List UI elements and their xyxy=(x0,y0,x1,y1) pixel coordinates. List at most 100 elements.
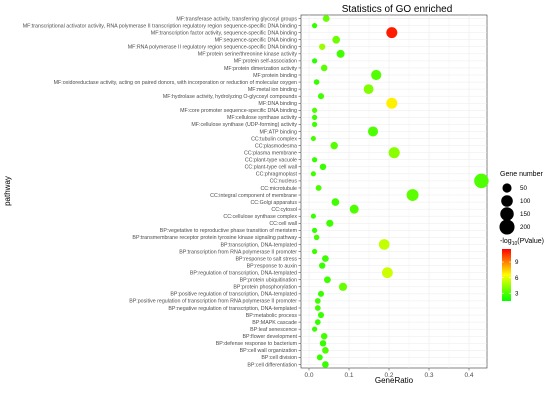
data-point xyxy=(310,171,316,177)
plot-panel xyxy=(300,14,488,369)
size-legend-dot xyxy=(499,219,515,235)
pathway-label: CC:plant-type cell wall xyxy=(245,165,297,171)
pathway-label: MF:protein dimerization activity xyxy=(224,66,297,72)
size-legend-label: 100 xyxy=(520,198,531,205)
data-point xyxy=(331,198,340,206)
data-point xyxy=(336,49,345,58)
size-legend-dot xyxy=(501,195,513,207)
x-tick-label: 0.1 xyxy=(344,372,353,379)
size-legend-title: Gene number xyxy=(500,171,543,178)
x-tick-label: 0.4 xyxy=(464,372,473,379)
pathway-label: CC:Golgi apparatus xyxy=(250,200,297,206)
data-point xyxy=(315,185,322,191)
data-points xyxy=(310,15,489,368)
data-point xyxy=(313,79,320,85)
color-legend: -log10(PValue) 3 6 9 xyxy=(500,238,544,301)
data-point xyxy=(319,262,326,269)
size-legend-dot xyxy=(502,183,512,193)
data-point xyxy=(314,305,321,311)
pathway-label: BP:cell wall organization xyxy=(240,348,297,354)
data-point xyxy=(311,227,318,233)
color-legend-title-suffix: (PValue) xyxy=(517,238,544,245)
data-point xyxy=(314,319,321,325)
pathway-label: BP:transcription, DNA-templated xyxy=(220,242,297,248)
pathway-label: CC:microtubule xyxy=(260,186,297,192)
color-legend-label: 6 xyxy=(515,275,519,282)
pathway-label: CC:nucleus xyxy=(270,179,298,185)
data-point xyxy=(311,58,318,64)
size-legend-label: 50 xyxy=(520,185,527,192)
data-point xyxy=(386,97,398,109)
data-point xyxy=(311,157,318,163)
data-point xyxy=(311,22,318,29)
pathway-label: BP:defense response to bacterium xyxy=(216,341,298,347)
pathway-label: MF:RNA polymerase II regulatory region s… xyxy=(128,45,297,51)
data-point xyxy=(322,15,330,22)
pathway-label: MF:protein self-association xyxy=(234,59,297,65)
data-point xyxy=(316,354,323,361)
pathway-labels: MF:transferase activity, transferring gl… xyxy=(23,16,301,368)
pathway-label: MF:cellulose synthase activity xyxy=(227,115,297,121)
x-axis-title: GeneRatio xyxy=(375,376,414,385)
x-axis-ticks: 0.0 0.1 0.2 0.3 0.4 xyxy=(304,368,474,379)
pathway-label: BP:transcription from RNA polymerase II … xyxy=(179,249,297,255)
pathway-label: BP:protein ubiquitination xyxy=(240,278,297,284)
data-point xyxy=(322,347,329,354)
pathway-label: BP:MAPK cascade xyxy=(252,320,297,326)
data-point xyxy=(332,35,341,44)
data-point xyxy=(311,326,318,332)
pathway-label: CC:phragmoplast xyxy=(256,172,298,178)
pathway-label: BP:response to salt stress xyxy=(235,256,297,262)
size-legend-label: 200 xyxy=(520,224,531,231)
size-legend-label: 150 xyxy=(520,211,531,218)
pathway-label: BP:positive regulation of transcription,… xyxy=(170,292,297,298)
data-point xyxy=(317,93,325,100)
grid-lines xyxy=(301,15,487,368)
pathway-label: BP:leaf senescence xyxy=(250,327,297,333)
data-point xyxy=(323,276,331,284)
pathway-label: CC:cytosol xyxy=(271,207,297,213)
pathway-label: CC:cellulose synthase complex xyxy=(223,214,297,220)
data-point xyxy=(317,311,325,319)
chart-title: Statistics of GO enriched xyxy=(342,4,453,15)
data-point xyxy=(322,361,329,368)
color-legend-label: 9 xyxy=(515,259,519,266)
color-legend-label: 3 xyxy=(515,290,519,297)
color-legend-title: -log10(PValue) xyxy=(500,238,544,247)
data-point xyxy=(319,340,327,347)
data-point xyxy=(311,121,318,128)
x-tick-label: 0.2 xyxy=(384,372,393,379)
data-point xyxy=(349,204,359,214)
pathway-label: BP:protein phosphorylation xyxy=(233,285,297,291)
data-point xyxy=(310,213,316,219)
pathway-label: BP:cell differentiation xyxy=(247,362,297,368)
pathway-label: CC:plasmodesma xyxy=(255,143,297,149)
data-point xyxy=(319,163,327,171)
pathway-label: MF:cellulose synthase (UDP-forming) acti… xyxy=(191,122,297,128)
data-point xyxy=(386,27,398,39)
data-point xyxy=(311,114,318,120)
pathway-label: MF:DNA binding xyxy=(258,101,297,107)
data-point xyxy=(381,267,393,279)
pathway-label: MF:oxidoreductase activity, acting on pa… xyxy=(54,80,297,86)
pathway-label: BP:metabolic process xyxy=(246,313,298,319)
color-legend-bar xyxy=(502,249,511,301)
size-legend-dot xyxy=(500,207,514,221)
pathway-label: BP:negative regulation of transcription,… xyxy=(168,306,297,312)
pathway-label: MF:hydrolase activity, hydrolyzing O-gly… xyxy=(163,94,297,100)
pathway-label: MF:ATP binding xyxy=(260,129,298,135)
data-point xyxy=(310,136,316,142)
pathway-label: BP:cell division xyxy=(261,355,297,361)
color-legend-title-sub: 10 xyxy=(512,241,518,247)
data-point xyxy=(319,43,326,50)
pathway-label: BP:transmembrane receptor protein tyrosi… xyxy=(132,235,297,241)
data-point xyxy=(311,248,318,255)
pathway-label: MF:metal ion binding xyxy=(248,87,297,93)
y-axis-title: pathway xyxy=(3,176,12,206)
data-point xyxy=(330,141,338,150)
data-point xyxy=(388,147,400,159)
pathway-label: MF:protein binding xyxy=(253,73,297,79)
data-point xyxy=(320,332,328,340)
pathway-label: MF:transferase activity, transferring gl… xyxy=(176,16,297,22)
